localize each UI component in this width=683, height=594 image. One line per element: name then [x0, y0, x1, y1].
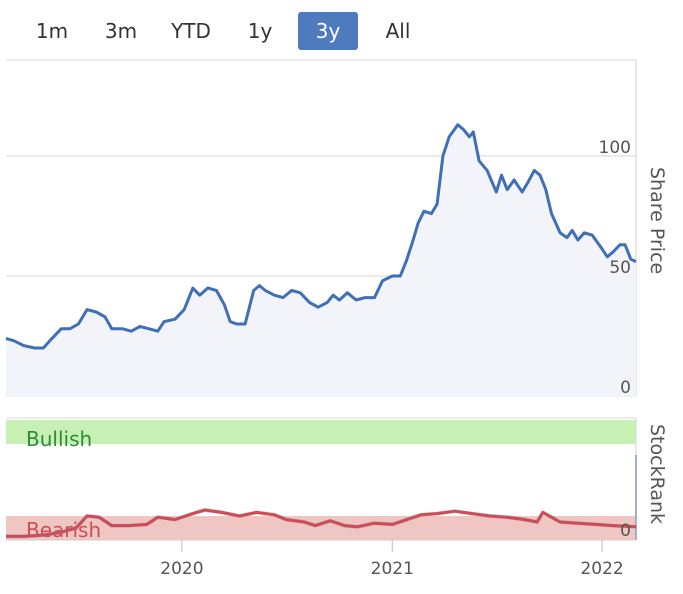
price-y-tick-label: 100: [599, 138, 631, 158]
range-button-all[interactable]: All: [385, 19, 411, 43]
share-price-line[interactable]: [5, 123, 637, 350]
range-button-3y[interactable]: 3y: [298, 12, 358, 50]
x-tick-label: 2022: [580, 559, 623, 579]
x-tick-label: 2020: [160, 559, 203, 579]
share-price-axis-title: Share Price: [646, 167, 668, 274]
stockrank-axis-title: StockRank: [646, 424, 668, 524]
bullish-band: [6, 420, 636, 444]
stockrank-line[interactable]: [6, 508, 637, 538]
price-y-tick-label: 0: [620, 378, 631, 398]
share-price-plot: 100 50 0 Share Price: [5, 59, 668, 398]
price-y-tick-label: 50: [609, 258, 631, 278]
x-axis: 2020 2021 2022: [6, 539, 636, 579]
rank-y-ticks: 0: [620, 521, 631, 541]
share-price-area: [6, 124, 636, 397]
rank-y-tick-label: 0: [620, 521, 631, 541]
range-button-ytd[interactable]: YTD: [171, 19, 211, 43]
range-selector: 1m 3m YTD 1y 3y All: [0, 10, 683, 52]
x-tick-label: 2021: [371, 559, 414, 579]
range-button-1y[interactable]: 1y: [247, 19, 273, 43]
bullish-band-label: Bullish: [26, 427, 92, 451]
range-button-3m[interactable]: 3m: [104, 19, 138, 43]
range-button-1m[interactable]: 1m: [35, 19, 69, 43]
price-y-ticks: 100 50 0: [599, 138, 631, 398]
x-axis-ticks: 2020 2021 2022: [160, 540, 624, 579]
stockrank-plot: Bullish Bearish 0 StockRank: [6, 417, 668, 542]
